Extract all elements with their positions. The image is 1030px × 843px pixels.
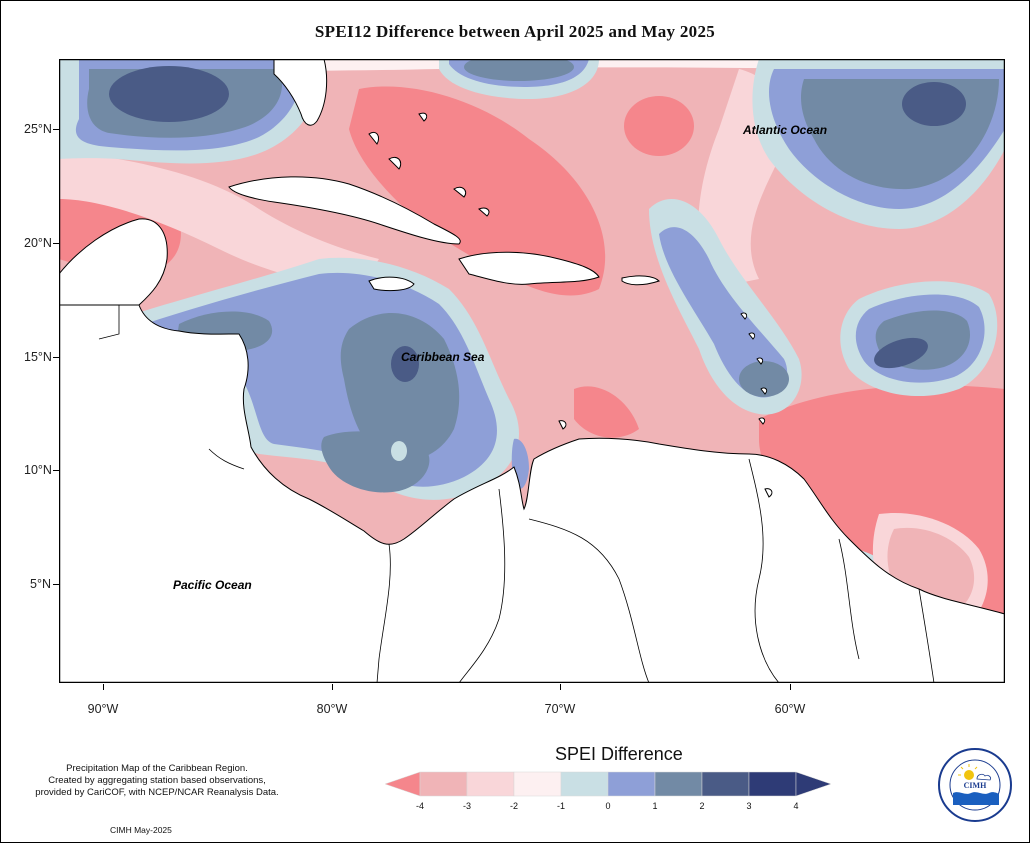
cloud-icon	[976, 773, 991, 781]
lat-label-5n: 5°N	[30, 577, 51, 591]
legend-tick-label: -3	[462, 801, 472, 811]
atlantic-ocean-label: Atlantic Ocean	[743, 123, 828, 137]
credit-text: CIMH May-2025	[110, 825, 172, 835]
florida	[273, 59, 328, 126]
footnote-line: Created by aggregating station based obs…	[48, 775, 266, 786]
legend-swatch	[466, 771, 515, 797]
lon-label-70w: 70°W	[544, 702, 576, 716]
lat-tick	[53, 243, 59, 244]
puerto-rico	[621, 275, 660, 286]
legend-tick-label: 0	[605, 801, 611, 811]
legend-swatch	[701, 771, 750, 797]
lon-tick	[103, 684, 104, 690]
caribbean-sea-label: Caribbean Sea	[401, 350, 485, 364]
pacific-ocean-label: Pacific Ocean	[173, 578, 252, 592]
legend-tick-label: -1	[556, 801, 566, 811]
legend-tick-label: 3	[746, 801, 752, 811]
lat-label-20n: 20°N	[24, 236, 52, 250]
legend-tick-label: -4	[415, 801, 425, 811]
lat-label-15n: 15°N	[24, 350, 52, 364]
lat-label-25n: 25°N	[24, 122, 52, 136]
lon-tick	[332, 684, 333, 690]
jamaica	[368, 276, 415, 292]
legend-tick-label: -2	[509, 801, 519, 811]
map-title: SPEI12 Difference between April 2025 and…	[314, 22, 716, 41]
country-borders	[69, 304, 935, 683]
legend-swatch	[654, 771, 703, 797]
legend-swatch	[560, 771, 609, 797]
cimh-logo: CIMH	[938, 748, 1012, 822]
legend-tick-label: 4	[793, 801, 799, 811]
spei-map	[59, 59, 1005, 683]
legend-arrow-left	[385, 771, 421, 797]
waves-icon	[953, 792, 999, 805]
land-masses	[59, 59, 1005, 683]
lat-label-10n: 10°N	[24, 463, 52, 477]
logo-text: CIMH	[964, 781, 987, 790]
lat-tick	[53, 129, 59, 130]
legend-swatch	[748, 771, 797, 797]
lon-label-60w: 60°W	[774, 702, 806, 716]
lon-tick	[560, 684, 561, 690]
legend-title: SPEI Difference	[555, 744, 683, 764]
legend-swatch	[607, 771, 656, 797]
footnote: Precipitation Map of the Caribbean Regio…	[12, 763, 302, 799]
legend-tick-label: 1	[652, 801, 658, 811]
legend-swatch	[513, 771, 562, 797]
lon-label-90w: 90°W	[87, 702, 119, 716]
central-and-south-america	[59, 304, 1005, 683]
legend-arrow-right	[795, 771, 832, 797]
lat-tick	[53, 357, 59, 358]
footnote-line: provided by CariCOF, with NCEP/NCAR Rean…	[35, 787, 279, 798]
lon-label-80w: 80°W	[316, 702, 348, 716]
map-panel	[59, 59, 1005, 683]
footnote-line: Precipitation Map of the Caribbean Regio…	[66, 763, 248, 774]
lat-tick	[53, 584, 59, 585]
lon-tick	[790, 684, 791, 690]
lat-tick	[53, 470, 59, 471]
yucatan-peninsula	[59, 218, 168, 306]
cuba	[228, 176, 461, 245]
sun-icon	[964, 770, 974, 780]
legend-colorbar	[385, 771, 832, 797]
legend-tick-label: 2	[699, 801, 705, 811]
legend-swatch	[419, 771, 468, 797]
hispaniola	[458, 251, 600, 285]
